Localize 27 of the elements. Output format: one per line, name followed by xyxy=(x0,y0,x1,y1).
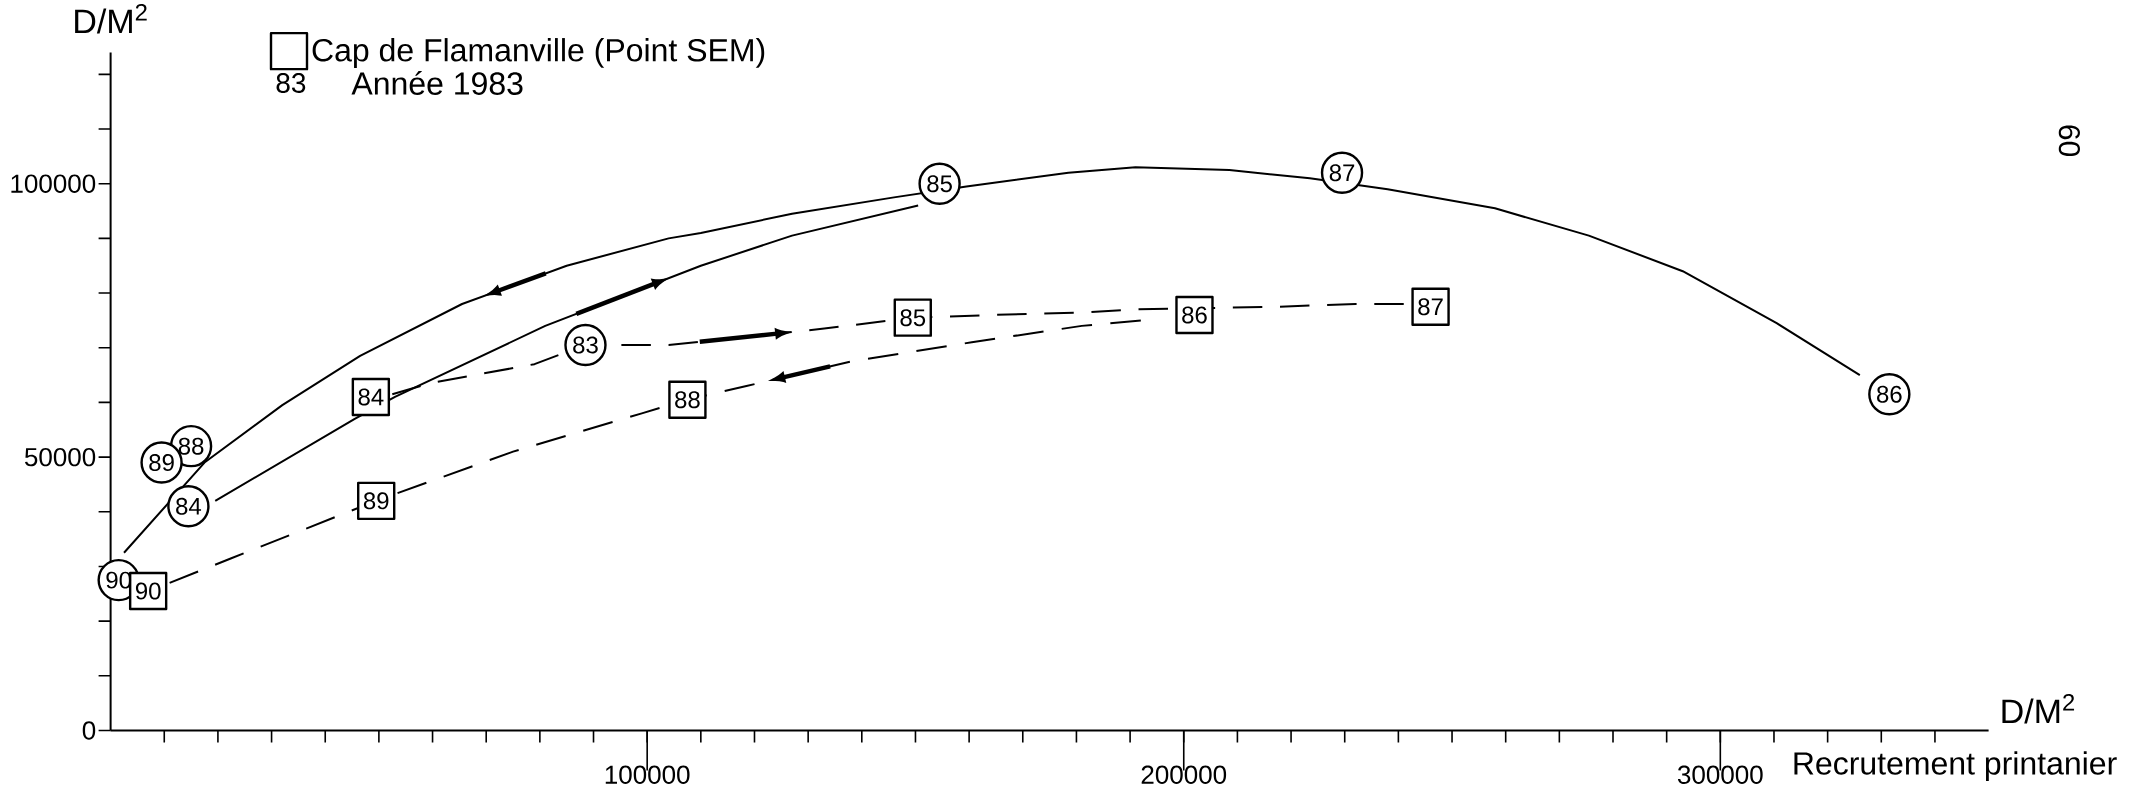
annotation: 85 xyxy=(900,309,926,327)
y-tick-label: 50000 xyxy=(24,447,96,467)
annotation: 86 xyxy=(1877,385,1902,403)
annotation: Année 1983 xyxy=(351,71,523,95)
annotation: 90 xyxy=(135,582,161,600)
text: Recrutement printanier xyxy=(1794,751,2117,782)
x-tick-label: 300000 xyxy=(1677,765,1763,784)
y-axis-title: D/M$^{2}$ xyxy=(75,3,147,34)
annotation: 88 xyxy=(675,391,700,409)
y-tick-label: 100000 xyxy=(11,174,96,193)
annotation: 88 xyxy=(178,437,204,455)
annotation: 87 xyxy=(1418,298,1443,316)
annotation: 89 xyxy=(363,492,389,510)
annotation: 84 xyxy=(358,388,384,406)
y-tick-label: 0 xyxy=(82,721,96,740)
annotation: 89 xyxy=(149,454,174,472)
annotation: 86 xyxy=(1182,306,1207,324)
annotation: 87 xyxy=(1329,164,1355,182)
annotation: 85 xyxy=(927,175,952,193)
x-tick-label: 100000 xyxy=(605,765,690,784)
legend-label: Cap de Flamanville (Point SEM) xyxy=(312,38,765,68)
text: 60 xyxy=(2058,125,2080,157)
x-tick-label: 200000 xyxy=(1141,765,1227,784)
annotation: 83 xyxy=(276,73,306,93)
x-axis-title: D/M$^{2}$ xyxy=(2002,693,2075,724)
annotation: 84 xyxy=(176,497,202,515)
annotation: 83 xyxy=(573,336,598,354)
